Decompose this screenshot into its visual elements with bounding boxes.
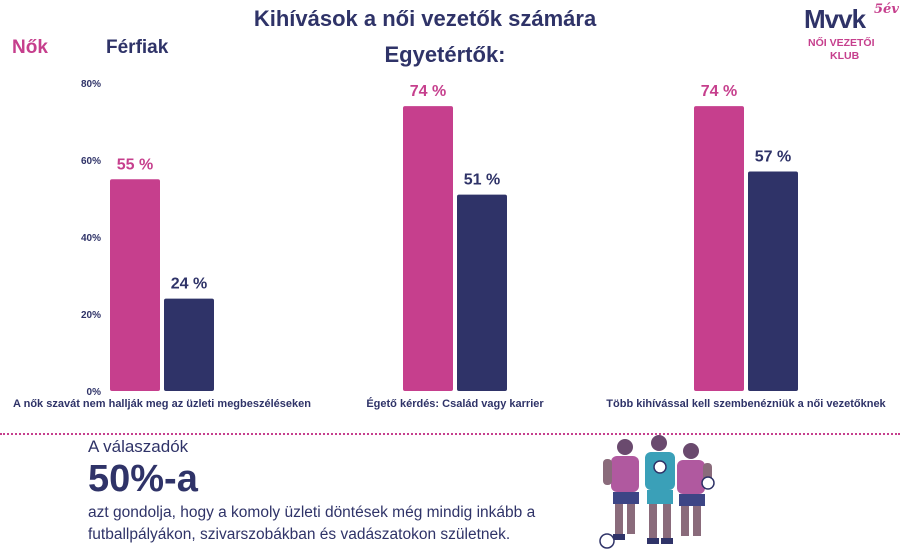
- player-left-figure: [599, 439, 639, 549]
- club-logo: Mvvk 5év NŐI VEZETŐI KLUB: [800, 2, 899, 64]
- logo-line-2: KLUB: [830, 50, 860, 62]
- category-label: Égető kérdés: Család vagy karrier: [366, 397, 544, 410]
- logo-anniversary-badge: 5év: [874, 2, 899, 17]
- chart-subtitle: Egyetértők:: [384, 42, 506, 67]
- category-label: A nők szavát nem hallják meg az üzleti m…: [13, 398, 311, 410]
- logo-line-1: NŐI VEZETŐI: [808, 37, 875, 49]
- respondents-label: A válaszadók: [88, 437, 189, 456]
- bar-value-label: 24 %: [171, 276, 207, 293]
- chart-title: Kihívások a női vezetők számára: [253, 6, 597, 31]
- bar: [164, 298, 214, 391]
- bar: [694, 106, 744, 391]
- bar-value-label: 74 %: [701, 83, 737, 100]
- bar-value-label: 57 %: [755, 149, 791, 166]
- legend-men: Férfiak: [106, 37, 169, 58]
- bar-value-label: 74 %: [410, 83, 446, 100]
- logo-mark: Mvvk: [804, 4, 866, 34]
- player-right-figure: [677, 443, 715, 536]
- y-tick-label: 20%: [81, 310, 101, 321]
- y-tick-label: 40%: [81, 233, 101, 244]
- section-divider: [0, 433, 900, 435]
- bar-value-label: 51 %: [464, 172, 500, 189]
- player-center-figure: [645, 435, 675, 544]
- category-label: Több kihívással kell szembenézniük a női…: [606, 398, 886, 410]
- legend-women: Nők: [12, 37, 48, 58]
- y-tick-label: 80%: [81, 79, 101, 90]
- bar: [403, 106, 453, 391]
- y-tick-label: 0%: [87, 387, 102, 398]
- bar-value-label: 55 %: [117, 156, 153, 173]
- headline-percentage: 50%-a: [88, 458, 198, 500]
- bar: [110, 179, 160, 391]
- bar: [457, 194, 507, 391]
- bar-chart: 0% 20% 40% 60% 80% 55 % 74 % 74 % 24 % 51 % 57 % A …: [13, 79, 887, 410]
- football-players-illustration: [599, 435, 715, 549]
- finding-description: azt gondolja, hogy a komoly üzleti dönté…: [88, 504, 536, 543]
- y-tick-label: 60%: [81, 156, 101, 167]
- bar: [748, 171, 798, 391]
